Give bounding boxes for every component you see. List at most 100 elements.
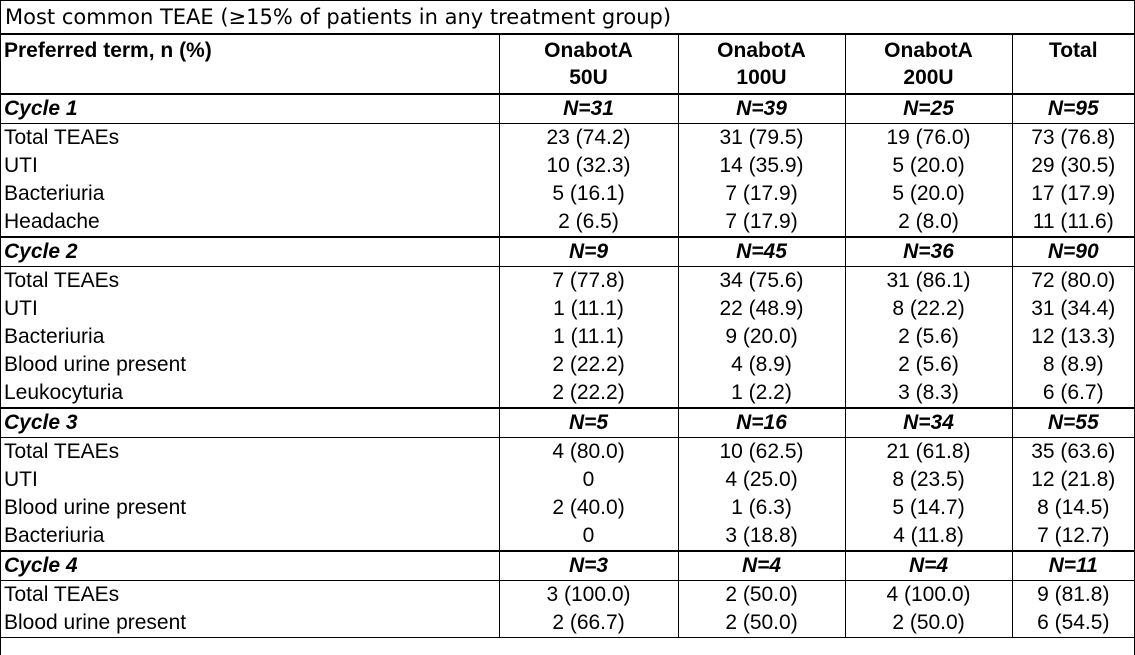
value-cell: 31 (34.4): [1011, 295, 1134, 323]
preferred-term-cell: Blood urine present: [1, 609, 499, 638]
table-row: Bacteriuria 0 3 (18.8) 4 (11.8) 7 (12.7): [1, 522, 1134, 551]
value-cell: 22 (48.9): [677, 295, 845, 323]
cycle-n-cell: N=5: [498, 407, 678, 438]
preferred-term-cell: Headache: [4, 210, 100, 233]
value-cell: 3 (18.8): [677, 522, 845, 551]
value-cell: 31 (79.5): [677, 123, 845, 152]
table-row: Total TEAEs 3 (100.0) 2 (50.0) 4 (100.0) 9 (…: [1, 580, 1134, 609]
value-cell: 2 (5.6): [844, 323, 1012, 351]
value-cell: 4 (8.9): [677, 351, 845, 379]
value-cell: 5 (20.0): [844, 180, 1012, 208]
value-cell: 8 (8.9): [1011, 351, 1134, 379]
value-cell: 10 (62.5): [677, 437, 845, 466]
cycle-n-cell: N=11: [1011, 550, 1134, 581]
value-cell: 12 (13.3): [1011, 323, 1134, 351]
value-cell: 9 (81.8): [1011, 580, 1134, 609]
table-row: UTI 10 (32.3) 14 (35.9) 5 (20.0) 29 (30.5): [1, 152, 1134, 180]
table-row: Blood urine present 2 (40.0) 1 (6.3) 5 (14.…: [1, 494, 1134, 522]
value-cell: 5 (14.7): [844, 494, 1012, 522]
table-row: Bacteriuria 5 (16.1) 7 (17.9) 5 (20.0) 17 (1…: [1, 180, 1134, 208]
table-row: UTI 1 (11.1) 22 (48.9) 8 (22.2) 31 (34.4): [1, 295, 1134, 323]
value-cell: 9 (20.0): [677, 323, 845, 351]
table-row: Total TEAEs 4 (80.0) 10 (62.5) 21 (61.8) 35 …: [1, 437, 1134, 466]
header-group-100u: OnabotA 100U: [677, 35, 845, 95]
value-cell: 5 (20.0): [844, 152, 1012, 180]
value-cell: 12 (21.8): [1011, 466, 1134, 494]
value-cell: 11 (11.6): [1011, 208, 1134, 237]
value-cell: 3 (8.3): [844, 379, 1012, 408]
value-cell: 73 (76.8): [1011, 123, 1134, 152]
cycle-label: Cycle 1: [1, 94, 499, 124]
table-row: UTI 0 4 (25.0) 8 (23.5) 12 (21.8): [1, 466, 1134, 494]
value-cell: 10 (32.3): [498, 152, 678, 180]
table-row: Headache 2 (6.5) 7 (17.9) 2 (8.0) 11 (11.6): [1, 208, 1134, 237]
value-cell: 8 (14.5): [1011, 494, 1134, 522]
table-row: Total TEAEs 7 (77.8) 34 (75.6) 31 (86.1) 72 …: [1, 266, 1134, 295]
value-cell: 2 (40.0): [498, 494, 678, 522]
value-cell: 35 (63.6): [1011, 437, 1134, 466]
value-cell: 2 (66.7): [498, 609, 678, 638]
value-cell: 0: [498, 466, 678, 494]
value-cell: 2 (50.0): [844, 609, 1012, 638]
cycle-n-cell: N=36: [844, 236, 1012, 267]
value-cell: 2 (50.0): [677, 580, 845, 609]
cycle-header-row: Cycle 3 N=5 N=16 N=34 N=55: [1, 407, 1134, 438]
cycle-label: Cycle 2: [1, 236, 499, 267]
value-cell: 4 (11.8): [844, 522, 1012, 551]
cycle-n-cell: N=45: [677, 236, 845, 267]
value-cell: 34 (75.6): [677, 266, 845, 295]
table-row: Blood urine present 2 (66.7) 2 (50.0) 2 (50…: [1, 609, 1134, 638]
value-cell: 2 (8.0): [844, 208, 1012, 237]
preferred-term-cell: Total TEAEs: [4, 269, 120, 292]
value-cell: 2 (22.2): [498, 351, 678, 379]
header-group-total: Total: [1011, 35, 1134, 95]
value-cell: 8 (22.2): [844, 295, 1012, 323]
teae-table: Preferred term, n (%) OnabotA 50U OnabotA…: [1, 35, 1134, 638]
table-header-row: Preferred term, n (%) OnabotA 50U OnabotA…: [1, 35, 1134, 95]
cycle-n-cell: N=4: [844, 550, 1012, 581]
preferred-term-cell: UTI: [4, 468, 38, 491]
preferred-term-cell: Total TEAEs: [4, 440, 120, 463]
cycle-header-row: Cycle 1 N=31 N=39 N=25 N=95: [1, 94, 1134, 124]
cycle-header-row: Cycle 4 N=3 N=4 N=4 N=11: [1, 550, 1134, 581]
value-cell: 29 (30.5): [1011, 152, 1134, 180]
value-cell: 1 (6.3): [677, 494, 845, 522]
value-cell: 14 (35.9): [677, 152, 845, 180]
cycle-n-cell: N=4: [677, 550, 845, 581]
cycle-header-row: Cycle 2 N=9 N=45 N=36 N=90: [1, 236, 1134, 267]
cycle-label: Cycle 3: [1, 407, 499, 438]
value-cell: 0: [498, 522, 678, 551]
cycle-n-cell: N=9: [498, 236, 678, 267]
value-cell: 7 (12.7): [1011, 522, 1134, 551]
value-cell: 19 (76.0): [844, 123, 1012, 152]
preferred-term-cell: Bacteriuria: [4, 325, 105, 348]
preferred-term-cell: Total TEAEs: [4, 583, 120, 606]
table-row: Blood urine present 2 (22.2) 4 (8.9) 2 (5.6…: [1, 351, 1134, 379]
value-cell: 21 (61.8): [844, 437, 1012, 466]
cycle-label: Cycle 4: [1, 550, 499, 581]
cycle-n-cell: N=90: [1011, 236, 1134, 267]
cycle-n-cell: N=31: [498, 94, 678, 124]
preferred-term-cell: UTI: [4, 154, 38, 177]
value-cell: 2 (50.0): [677, 609, 845, 638]
value-cell: 23 (74.2): [498, 123, 678, 152]
preferred-term-cell: Leukocyturia: [4, 381, 124, 404]
preferred-term-cell: Bacteriuria: [4, 524, 105, 547]
preferred-term-cell: UTI: [4, 297, 38, 320]
header-group-200u: OnabotA 200U: [844, 35, 1012, 95]
value-cell: 7 (77.8): [498, 266, 678, 295]
cycle-n-cell: N=16: [677, 407, 845, 438]
cycle-n-cell: N=39: [677, 94, 845, 124]
cycle-n-cell: N=3: [498, 550, 678, 581]
value-cell: 2 (6.5): [498, 208, 678, 237]
value-cell: 2 (22.2): [498, 379, 678, 408]
preferred-term-cell: Blood urine present: [4, 496, 187, 519]
table-body: Preferred term, n (%) OnabotA 50U OnabotA…: [1, 35, 1134, 638]
table-row: Total TEAEs 23 (74.2) 31 (79.5) 19 (76.0) 73…: [1, 123, 1134, 152]
value-cell: 6 (6.7): [1011, 379, 1134, 408]
value-cell: 3 (100.0): [498, 580, 678, 609]
value-cell: 7 (17.9): [677, 180, 845, 208]
table-row: Leukocyturia 2 (22.2) 1 (2.2) 3 (8.3) 6 (6.7…: [1, 379, 1134, 408]
header-group-50u: OnabotA 50U: [498, 35, 678, 95]
